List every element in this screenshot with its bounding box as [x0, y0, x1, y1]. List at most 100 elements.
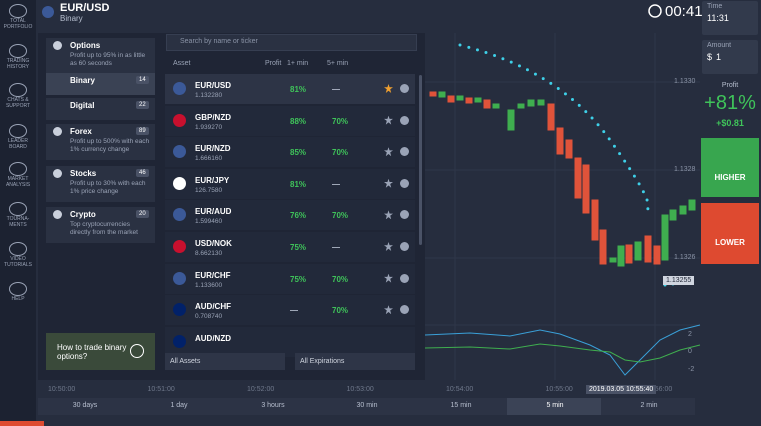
filter-select[interactable]	[165, 353, 285, 370]
category-name[interactable]: Stocks	[70, 169, 97, 178]
video-title[interactable]: How to trade binary options?	[57, 343, 127, 361]
sidebar-label[interactable]: MARKET ANALYSIS	[5, 176, 31, 188]
amount-box[interactable]	[702, 40, 758, 74]
search-placeholder[interactable]: Search by name or ticker	[180, 38, 258, 45]
timeframe-tab[interactable]: 1 day	[170, 402, 188, 409]
profit-5min: —	[332, 179, 340, 189]
favorite-star[interactable]	[384, 273, 393, 283]
favorite-star[interactable]	[384, 210, 393, 220]
favorite-star[interactable]	[384, 305, 393, 315]
sidebar-label[interactable]: VIDEO TUTORIALS	[4, 256, 32, 268]
timeframe-tab[interactable]: 5 min	[546, 402, 564, 409]
time-box[interactable]	[702, 1, 758, 35]
asset-name[interactable]: AUD/CHF	[195, 302, 231, 312]
video-play[interactable]	[130, 344, 144, 358]
asset-name[interactable]: EUR/AUD	[195, 207, 232, 217]
info-icon[interactable]	[400, 242, 409, 251]
favorite-star[interactable]	[384, 147, 393, 157]
column-header: Asset	[173, 60, 191, 67]
asset-row[interactable]	[165, 105, 415, 136]
higher-label[interactable]: HIGHER	[714, 173, 746, 182]
category-count: 14	[136, 76, 149, 84]
sidebar-label[interactable]: LEADER BOARD	[7, 138, 28, 150]
category-item[interactable]	[46, 73, 155, 95]
sidebar-label[interactable]: TOTAL PORTFOLIO	[3, 18, 33, 30]
category-name[interactable]: Options	[70, 41, 101, 50]
time-value[interactable]: 11:31	[707, 13, 729, 23]
sidebar-icon[interactable]	[9, 162, 27, 176]
price-label: 1.1326	[674, 254, 696, 261]
higher-button[interactable]	[701, 138, 759, 197]
asset-row[interactable]	[165, 137, 415, 168]
asset-name[interactable]: USD/NOK	[195, 239, 232, 248]
profit-label: Profit	[721, 82, 739, 89]
asset-row[interactable]	[165, 326, 415, 357]
category-name[interactable]: Digital	[70, 101, 95, 110]
info-icon[interactable]	[400, 273, 409, 283]
favorite-star[interactable]	[384, 84, 393, 93]
info-icon[interactable]	[400, 178, 409, 188]
sidebar-label[interactable]: TOURNA-MENTS	[6, 216, 30, 228]
info-icon[interactable]	[400, 84, 409, 93]
sidebar-icon[interactable]	[9, 282, 27, 296]
category-name[interactable]: Crypto	[70, 210, 96, 219]
sidebar-icon[interactable]	[9, 83, 27, 97]
favorite-star[interactable]	[384, 115, 393, 125]
timeframe-tab[interactable]: 2 min	[640, 402, 658, 409]
info-icon[interactable]	[400, 305, 409, 315]
lower-button[interactable]	[701, 203, 759, 264]
asset-flag	[173, 240, 186, 253]
amount-value[interactable]: 1	[716, 52, 722, 62]
sidebar-icon[interactable]	[9, 242, 27, 256]
category-item[interactable]	[46, 38, 155, 74]
favorite-star[interactable]	[384, 242, 393, 251]
asset-name[interactable]: EUR/NZD	[195, 144, 231, 154]
asset-row[interactable]	[165, 168, 415, 199]
category-name[interactable]: Binary	[70, 76, 95, 85]
timeframe-tab[interactable]: 30 min	[356, 402, 378, 409]
asset-name[interactable]: EUR/CHF	[195, 270, 231, 280]
filter-label[interactable]: All Assets	[170, 358, 201, 365]
asset-row[interactable]	[165, 263, 415, 294]
asset-name[interactable]: AUD/NZD	[195, 333, 231, 343]
search-box[interactable]	[166, 34, 417, 51]
column-header: 5+ min	[327, 60, 349, 67]
sidebar-icon[interactable]	[9, 4, 27, 18]
profit-5min: 70%	[332, 211, 349, 221]
timeframe-tab[interactable]: 30 days	[72, 402, 98, 409]
sidebar-icon[interactable]	[9, 124, 27, 138]
sidebar-label[interactable]: TRADING HISTORY	[6, 58, 30, 70]
indicator-label: 0	[688, 348, 692, 355]
asset-price: 126.7580	[195, 186, 223, 194]
info-icon[interactable]	[400, 147, 409, 157]
profit-5min: 70%	[332, 148, 349, 158]
asset-row[interactable]	[165, 295, 415, 326]
asset-name[interactable]: EUR/USD	[195, 81, 232, 90]
category-item[interactable]	[46, 98, 155, 120]
asset-name[interactable]: GBP/NZD	[195, 112, 231, 122]
asset-row[interactable]	[165, 232, 415, 262]
profit-1min: 85%	[290, 148, 307, 158]
sidebar-icon[interactable]	[9, 202, 27, 216]
profit-5min: 70%	[332, 274, 349, 284]
favorite-star[interactable]	[384, 178, 393, 188]
filter-select[interactable]	[295, 353, 415, 370]
timeframe-tab[interactable]: 3 hours	[261, 402, 285, 409]
sidebar-icon[interactable]	[9, 44, 27, 58]
filter-label[interactable]: All Expirations	[300, 358, 345, 365]
category-desc: Profit up to 30% with each 1% price chan…	[70, 180, 146, 195]
asset-title[interactable]: EUR/USD	[60, 2, 110, 14]
asset-row[interactable]	[165, 74, 415, 104]
asset-name[interactable]: EUR/JPY	[195, 175, 230, 185]
sidebar-label[interactable]: HELP	[11, 296, 25, 302]
lower-label[interactable]: LOWER	[715, 238, 745, 247]
asset-price: 1.133600	[195, 281, 223, 289]
asset-mode: Binary	[60, 14, 83, 23]
asset-row[interactable]	[165, 200, 415, 231]
time-axis-label: 10:54:00	[446, 386, 474, 393]
timeframe-tab[interactable]: 15 min	[450, 402, 472, 409]
info-icon[interactable]	[400, 210, 409, 220]
category-name[interactable]: Forex	[70, 127, 92, 136]
sidebar-label[interactable]: CHATS & SUPPORT	[5, 97, 31, 109]
info-icon[interactable]	[400, 115, 409, 125]
